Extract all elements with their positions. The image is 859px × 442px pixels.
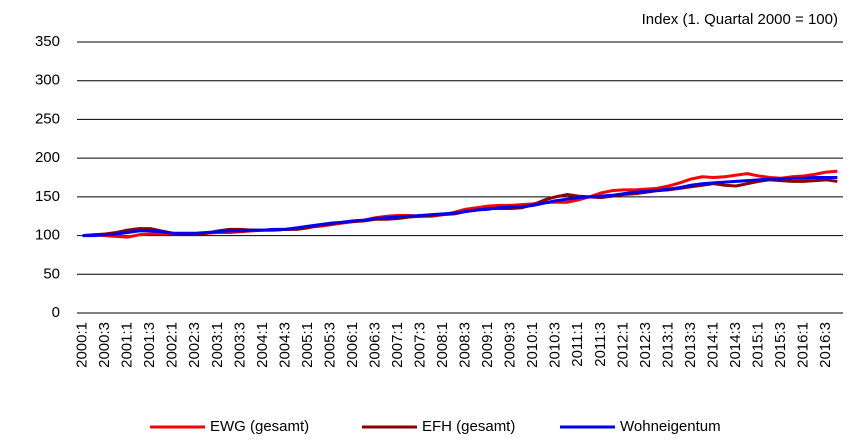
x-tick-label: 2005:1 bbox=[299, 322, 316, 368]
x-tick-label: 2012:1 bbox=[614, 322, 631, 368]
x-tick-label: 2013:3 bbox=[682, 322, 699, 368]
x-tick-label: 2014:1 bbox=[704, 322, 721, 368]
x-tick-label: 2009:1 bbox=[479, 322, 496, 368]
x-tick-label: 2016:1 bbox=[795, 322, 812, 368]
legend-label: EFH (gesamt) bbox=[422, 418, 515, 435]
x-tick-label: 2001:1 bbox=[119, 322, 136, 368]
x-tick-label: 2015:3 bbox=[772, 322, 789, 368]
y-tick-label: 250 bbox=[35, 110, 60, 127]
x-tick-label: 2010:3 bbox=[547, 322, 564, 368]
x-tick-label: 2010:1 bbox=[524, 322, 541, 368]
x-tick-label: 2000:1 bbox=[74, 322, 91, 368]
x-tick-label: 2001:3 bbox=[141, 322, 158, 368]
x-tick-label: 2002:1 bbox=[164, 322, 181, 368]
x-tick-label: 2006:3 bbox=[366, 322, 383, 368]
y-tick-label: 200 bbox=[35, 149, 60, 166]
x-tick-label: 2003:3 bbox=[231, 322, 248, 368]
series-line bbox=[82, 178, 838, 238]
x-tick-label: 2006:1 bbox=[344, 322, 361, 368]
legend-label: Wohneigentum bbox=[620, 418, 721, 435]
x-tick-label: 2002:3 bbox=[186, 322, 203, 368]
x-tick-label: 2003:1 bbox=[209, 322, 226, 368]
x-tick-label: 2004:1 bbox=[254, 322, 271, 368]
x-tick-label: 2015:1 bbox=[749, 322, 766, 368]
legend-label: EWG (gesamt) bbox=[210, 418, 309, 435]
x-tick-label: 2009:3 bbox=[502, 322, 519, 368]
x-tick-label: 2007:3 bbox=[412, 322, 429, 368]
chart-subtitle: Index (1. Quartal 2000 = 100) bbox=[642, 11, 838, 28]
x-tick-label: 2004:3 bbox=[276, 322, 293, 368]
y-tick-label: 50 bbox=[43, 265, 60, 282]
x-tick-label: 2014:3 bbox=[727, 322, 744, 368]
x-tick-label: 2008:3 bbox=[457, 322, 474, 368]
x-tick-label: 2016:3 bbox=[817, 322, 834, 368]
x-tick-label: 2012:3 bbox=[637, 322, 654, 368]
y-tick-label: 300 bbox=[35, 72, 60, 89]
y-tick-label: 100 bbox=[35, 227, 60, 244]
series-line bbox=[82, 176, 838, 238]
y-tick-label: 0 bbox=[52, 304, 60, 321]
x-tick-label: 2000:3 bbox=[96, 322, 113, 368]
x-tick-label: 2013:1 bbox=[659, 322, 676, 368]
x-tick-label: 2005:3 bbox=[321, 322, 338, 368]
y-tick-label: 150 bbox=[35, 188, 60, 205]
x-tick-label: 2008:1 bbox=[434, 322, 451, 368]
x-tick-label: 2011:1 bbox=[569, 322, 586, 367]
x-tick-label: 2011:3 bbox=[592, 322, 609, 367]
y-tick-label: 350 bbox=[35, 33, 60, 50]
x-tick-label: 2007:1 bbox=[389, 322, 406, 368]
